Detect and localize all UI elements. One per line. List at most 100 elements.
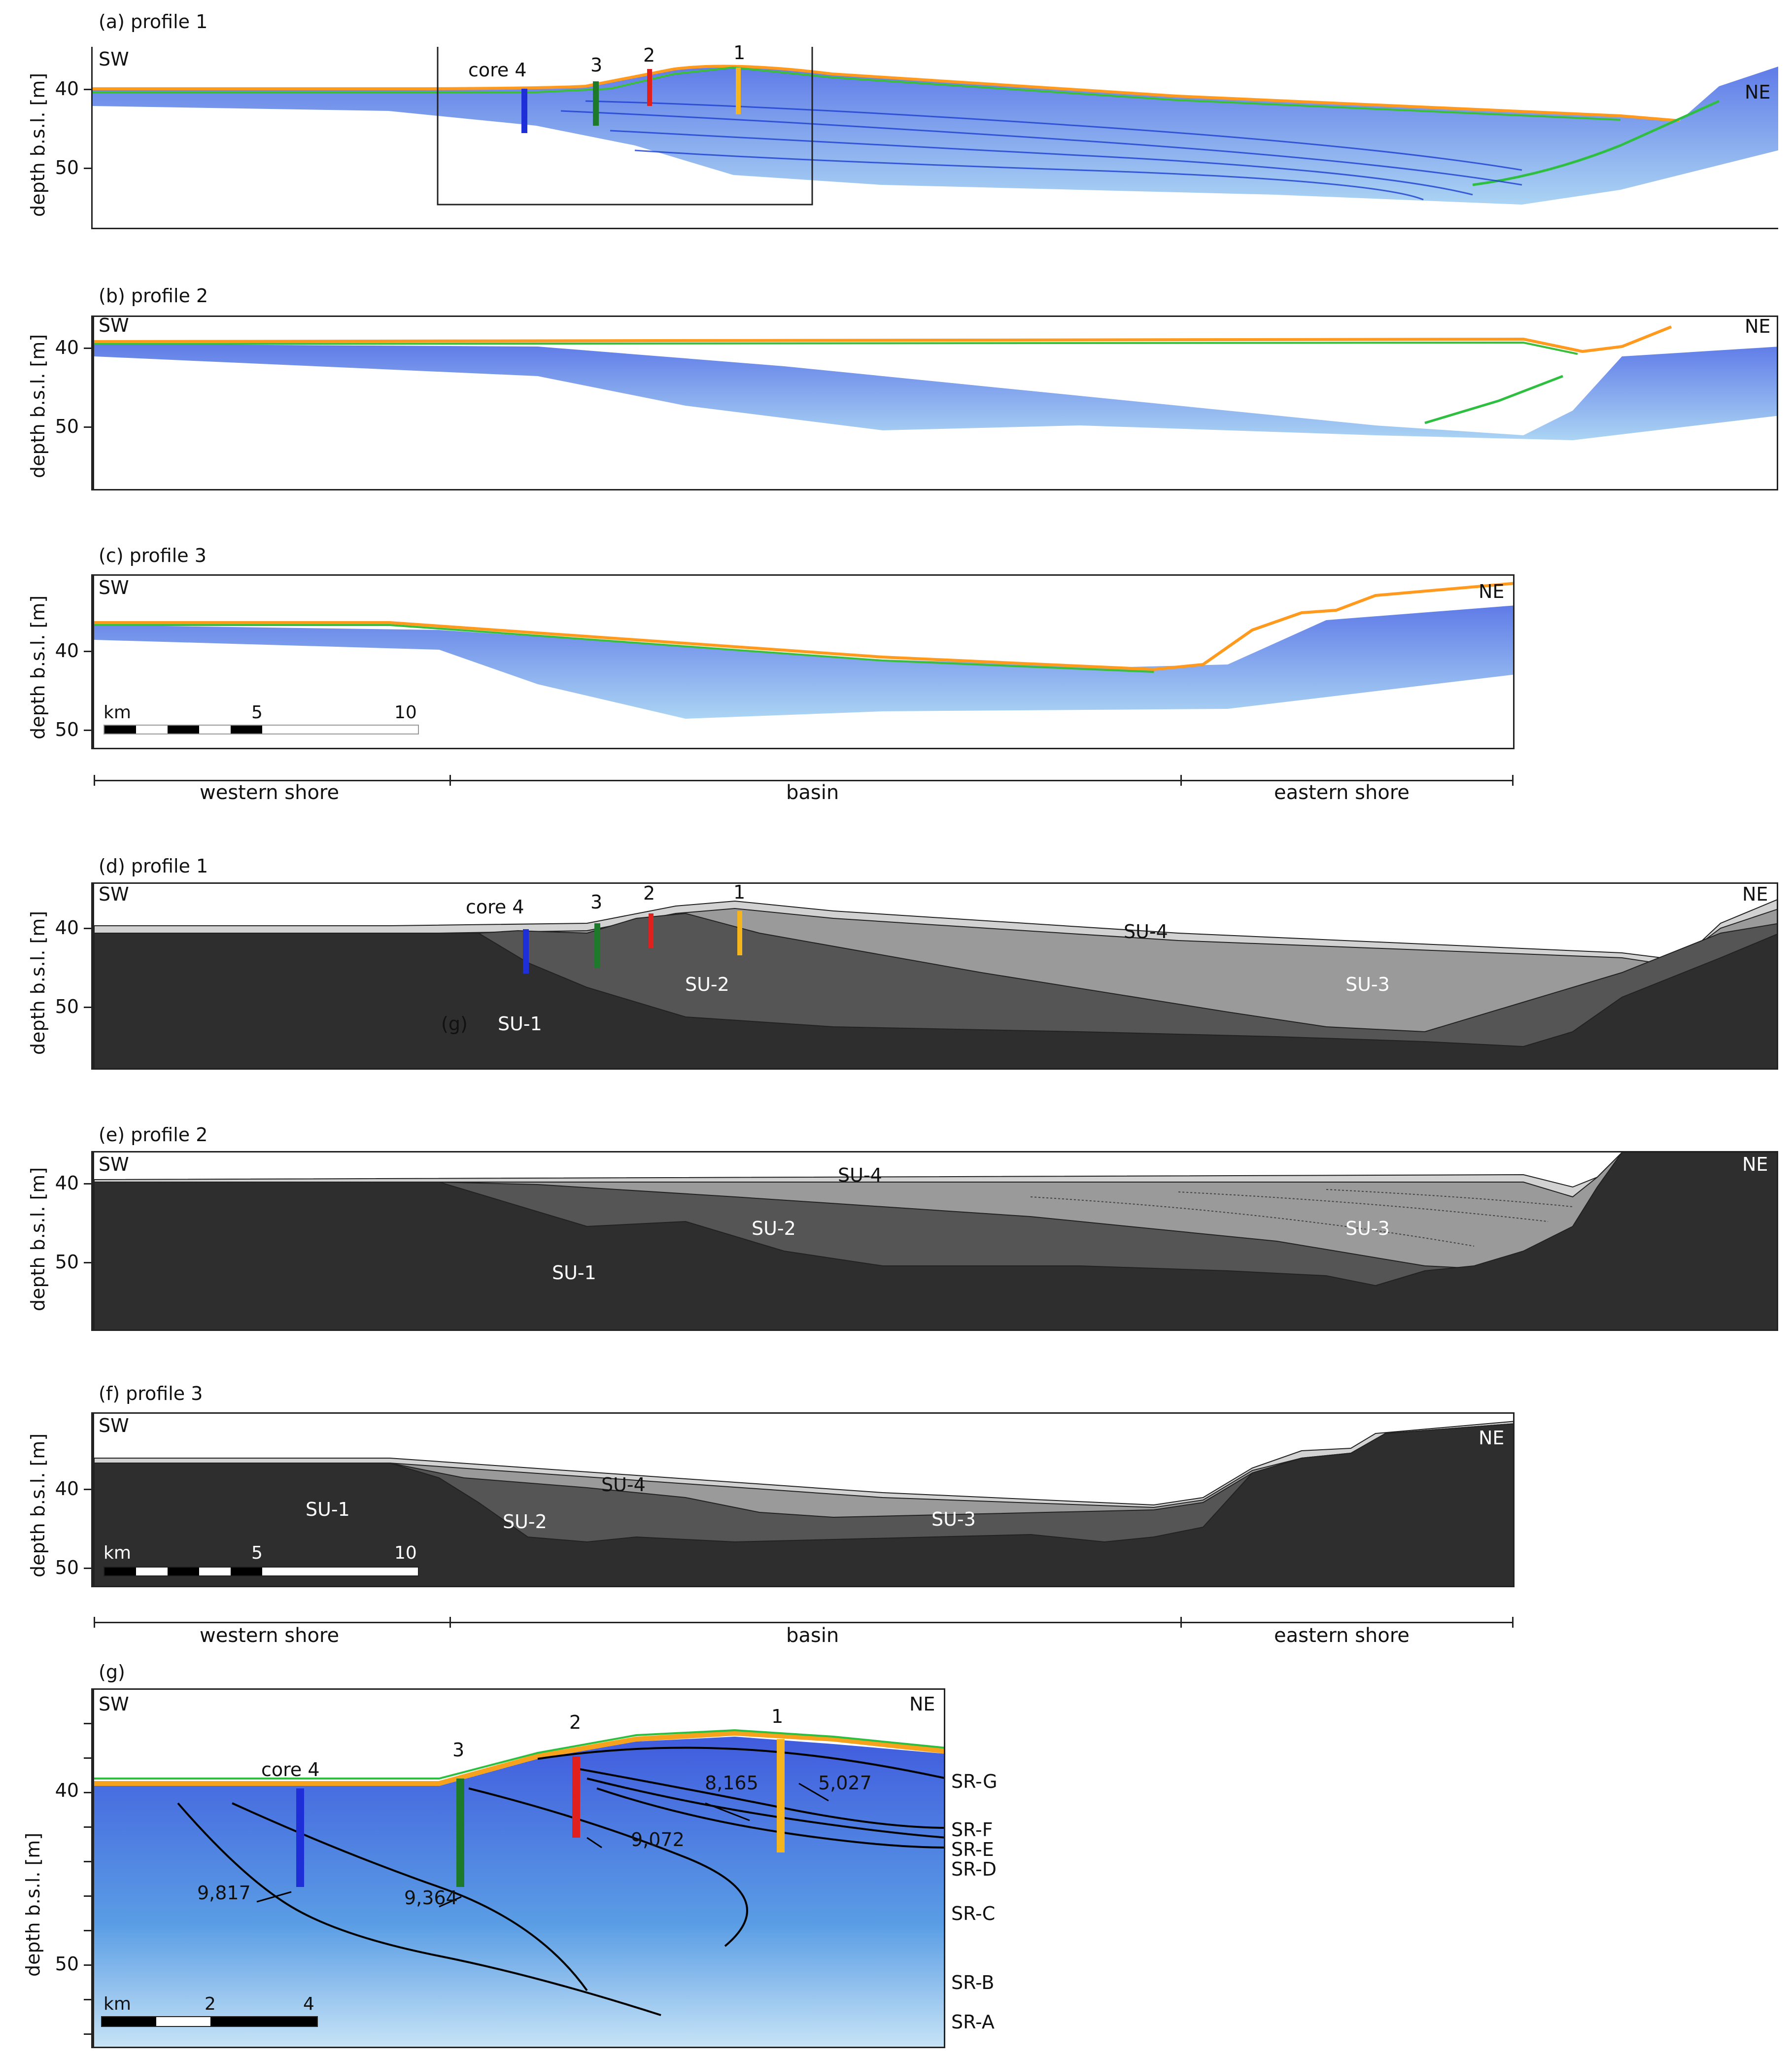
y-tick xyxy=(84,1930,93,1931)
y-tick xyxy=(84,1489,93,1490)
panel-f-su2-label: SU-2 xyxy=(503,1511,547,1533)
panel-f-su3-label: SU-3 xyxy=(931,1508,976,1530)
y-tick xyxy=(84,89,93,90)
panel-f-scale-unit: km xyxy=(103,1543,131,1563)
y-tick xyxy=(84,1262,93,1263)
y-tick-label-40: 40 xyxy=(55,78,79,100)
panel-a-yaxis xyxy=(91,47,93,229)
zone-western-shore: western shore xyxy=(200,1624,340,1647)
y-tick xyxy=(84,168,93,169)
panel-c-ne-label: NE xyxy=(1479,581,1505,602)
panel-g-core4-label: core 4 xyxy=(261,1759,320,1781)
zone-axis-line xyxy=(94,1622,1513,1623)
panel-a-seismic-image xyxy=(93,47,1778,229)
panel-b-yaxis xyxy=(91,315,93,490)
zone-tick xyxy=(1512,775,1514,786)
panel-a-ne-label: NE xyxy=(1745,81,1771,103)
panel-e-title: (e) profile 2 xyxy=(99,1124,208,1146)
panel-a-sw-label: SW xyxy=(99,48,129,70)
panel-c-scale-bar xyxy=(103,725,419,734)
panel-d-su1-label: SU-1 xyxy=(498,1013,542,1035)
y-tick xyxy=(84,651,93,652)
panel-f-sw-label: SW xyxy=(99,1415,129,1436)
panel-d-su4-label: SU-4 xyxy=(1124,921,1168,943)
panel-e-sw-label: SW xyxy=(99,1153,129,1175)
panel-e-su2-label: SU-2 xyxy=(752,1218,796,1239)
panel-g-scale-4: 4 xyxy=(303,1994,314,2014)
y-tick xyxy=(84,1792,93,1793)
panel-d-su3-label: SU-3 xyxy=(1345,974,1390,995)
y-tick-label-50: 50 xyxy=(55,1953,79,1975)
y-tick-label-50: 50 xyxy=(55,996,79,1017)
panel-g-yaxis xyxy=(91,1688,93,2048)
panel-d-core1-label: 1 xyxy=(733,881,746,903)
panel-g-core1-label: 1 xyxy=(771,1706,784,1727)
y-tick-label-40: 40 xyxy=(55,1172,79,1194)
panel-d-title: (d) profile 1 xyxy=(99,855,208,877)
y-tick-label-50: 50 xyxy=(55,1557,79,1578)
panel-a-core4-label: core 4 xyxy=(468,59,527,81)
panel-g-ne-label: NE xyxy=(909,1693,935,1715)
y-axis-label: depth b.s.l. [m] xyxy=(27,1433,49,1577)
y-axis-label: depth b.s.l. [m] xyxy=(22,1832,44,1977)
age-label-5027: 5,027 xyxy=(818,1772,872,1794)
y-tick xyxy=(84,2033,93,2035)
panel-a-core3-label: 3 xyxy=(590,54,603,76)
zone-western-shore: western shore xyxy=(200,781,340,804)
panel-e-ne-label: NE xyxy=(1742,1153,1768,1175)
y-tick-label-50: 50 xyxy=(55,157,79,178)
reflector-label-sr-b: SR-B xyxy=(951,1972,995,1993)
panel-g-scale-2: 2 xyxy=(205,1994,216,2014)
panel-c-title: (c) profile 3 xyxy=(99,545,207,566)
panel-b-title: (b) profile 2 xyxy=(99,285,208,307)
y-tick-label-40: 40 xyxy=(55,1780,79,1801)
y-tick xyxy=(84,1826,93,1828)
reflector-label-sr-f: SR-F xyxy=(951,1819,993,1841)
panel-f-yaxis xyxy=(91,1412,93,1587)
zone-basin: basin xyxy=(786,1624,839,1647)
reflector-label-sr-e: SR-E xyxy=(951,1839,994,1860)
panel-e-su4-label: SU-4 xyxy=(838,1164,882,1186)
y-tick-label-50: 50 xyxy=(55,1251,79,1273)
panel-c-scale-unit: km xyxy=(103,702,131,723)
panel-f-scale-10: 10 xyxy=(394,1543,417,1563)
panel-a-core2-label: 2 xyxy=(643,44,655,66)
y-tick xyxy=(84,348,93,349)
age-label-9072: 9,072 xyxy=(631,1829,685,1851)
y-tick-label-40: 40 xyxy=(55,640,79,662)
age-label-9817: 9,817 xyxy=(197,1882,251,1904)
panel-d-interpretation xyxy=(93,882,1778,1070)
y-axis-label: depth b.s.l. [m] xyxy=(27,334,49,478)
reflector-label-sr-c: SR-C xyxy=(951,1903,996,1924)
y-tick-label-50: 50 xyxy=(55,719,79,740)
panel-c-yaxis xyxy=(91,574,93,749)
panel-b-ne-label: NE xyxy=(1745,315,1771,337)
panel-d-su2-label: SU-2 xyxy=(685,974,729,995)
panel-e-su1-label: SU-1 xyxy=(552,1262,596,1284)
panel-e-su3-label: SU-3 xyxy=(1345,1218,1390,1239)
panel-g-core3-label: 3 xyxy=(452,1739,465,1761)
panel-d-ref-g: (g) xyxy=(441,1013,468,1035)
panel-a-title: (a) profile 1 xyxy=(99,11,208,33)
panel-d-ne-label: NE xyxy=(1742,883,1768,905)
zone-tick xyxy=(1180,775,1182,786)
panel-d-core2-label: 2 xyxy=(643,882,655,904)
panel-f-su1-label: SU-1 xyxy=(306,1499,350,1520)
y-tick xyxy=(84,1568,93,1569)
y-tick xyxy=(84,1964,93,1966)
panel-f-scale-5: 5 xyxy=(251,1543,263,1563)
zone-eastern-shore: eastern shore xyxy=(1274,1624,1410,1647)
y-tick xyxy=(84,1861,93,1862)
panel-d-yaxis xyxy=(91,882,93,1070)
reflector-label-sr-d: SR-D xyxy=(951,1858,997,1880)
panel-c-scale-5: 5 xyxy=(251,702,263,723)
y-axis-label: depth b.s.l. [m] xyxy=(27,910,49,1055)
zone-eastern-shore: eastern shore xyxy=(1274,781,1410,804)
panel-f-title: (f) profile 3 xyxy=(99,1383,203,1404)
panel-g-core2-label: 2 xyxy=(569,1711,582,1733)
panel-b-seismic-image xyxy=(93,315,1778,490)
y-tick xyxy=(84,1757,93,1759)
zone-tick xyxy=(449,775,451,786)
panel-g-scale-unit: km xyxy=(103,1994,131,2014)
zone-tick xyxy=(1180,1617,1182,1628)
